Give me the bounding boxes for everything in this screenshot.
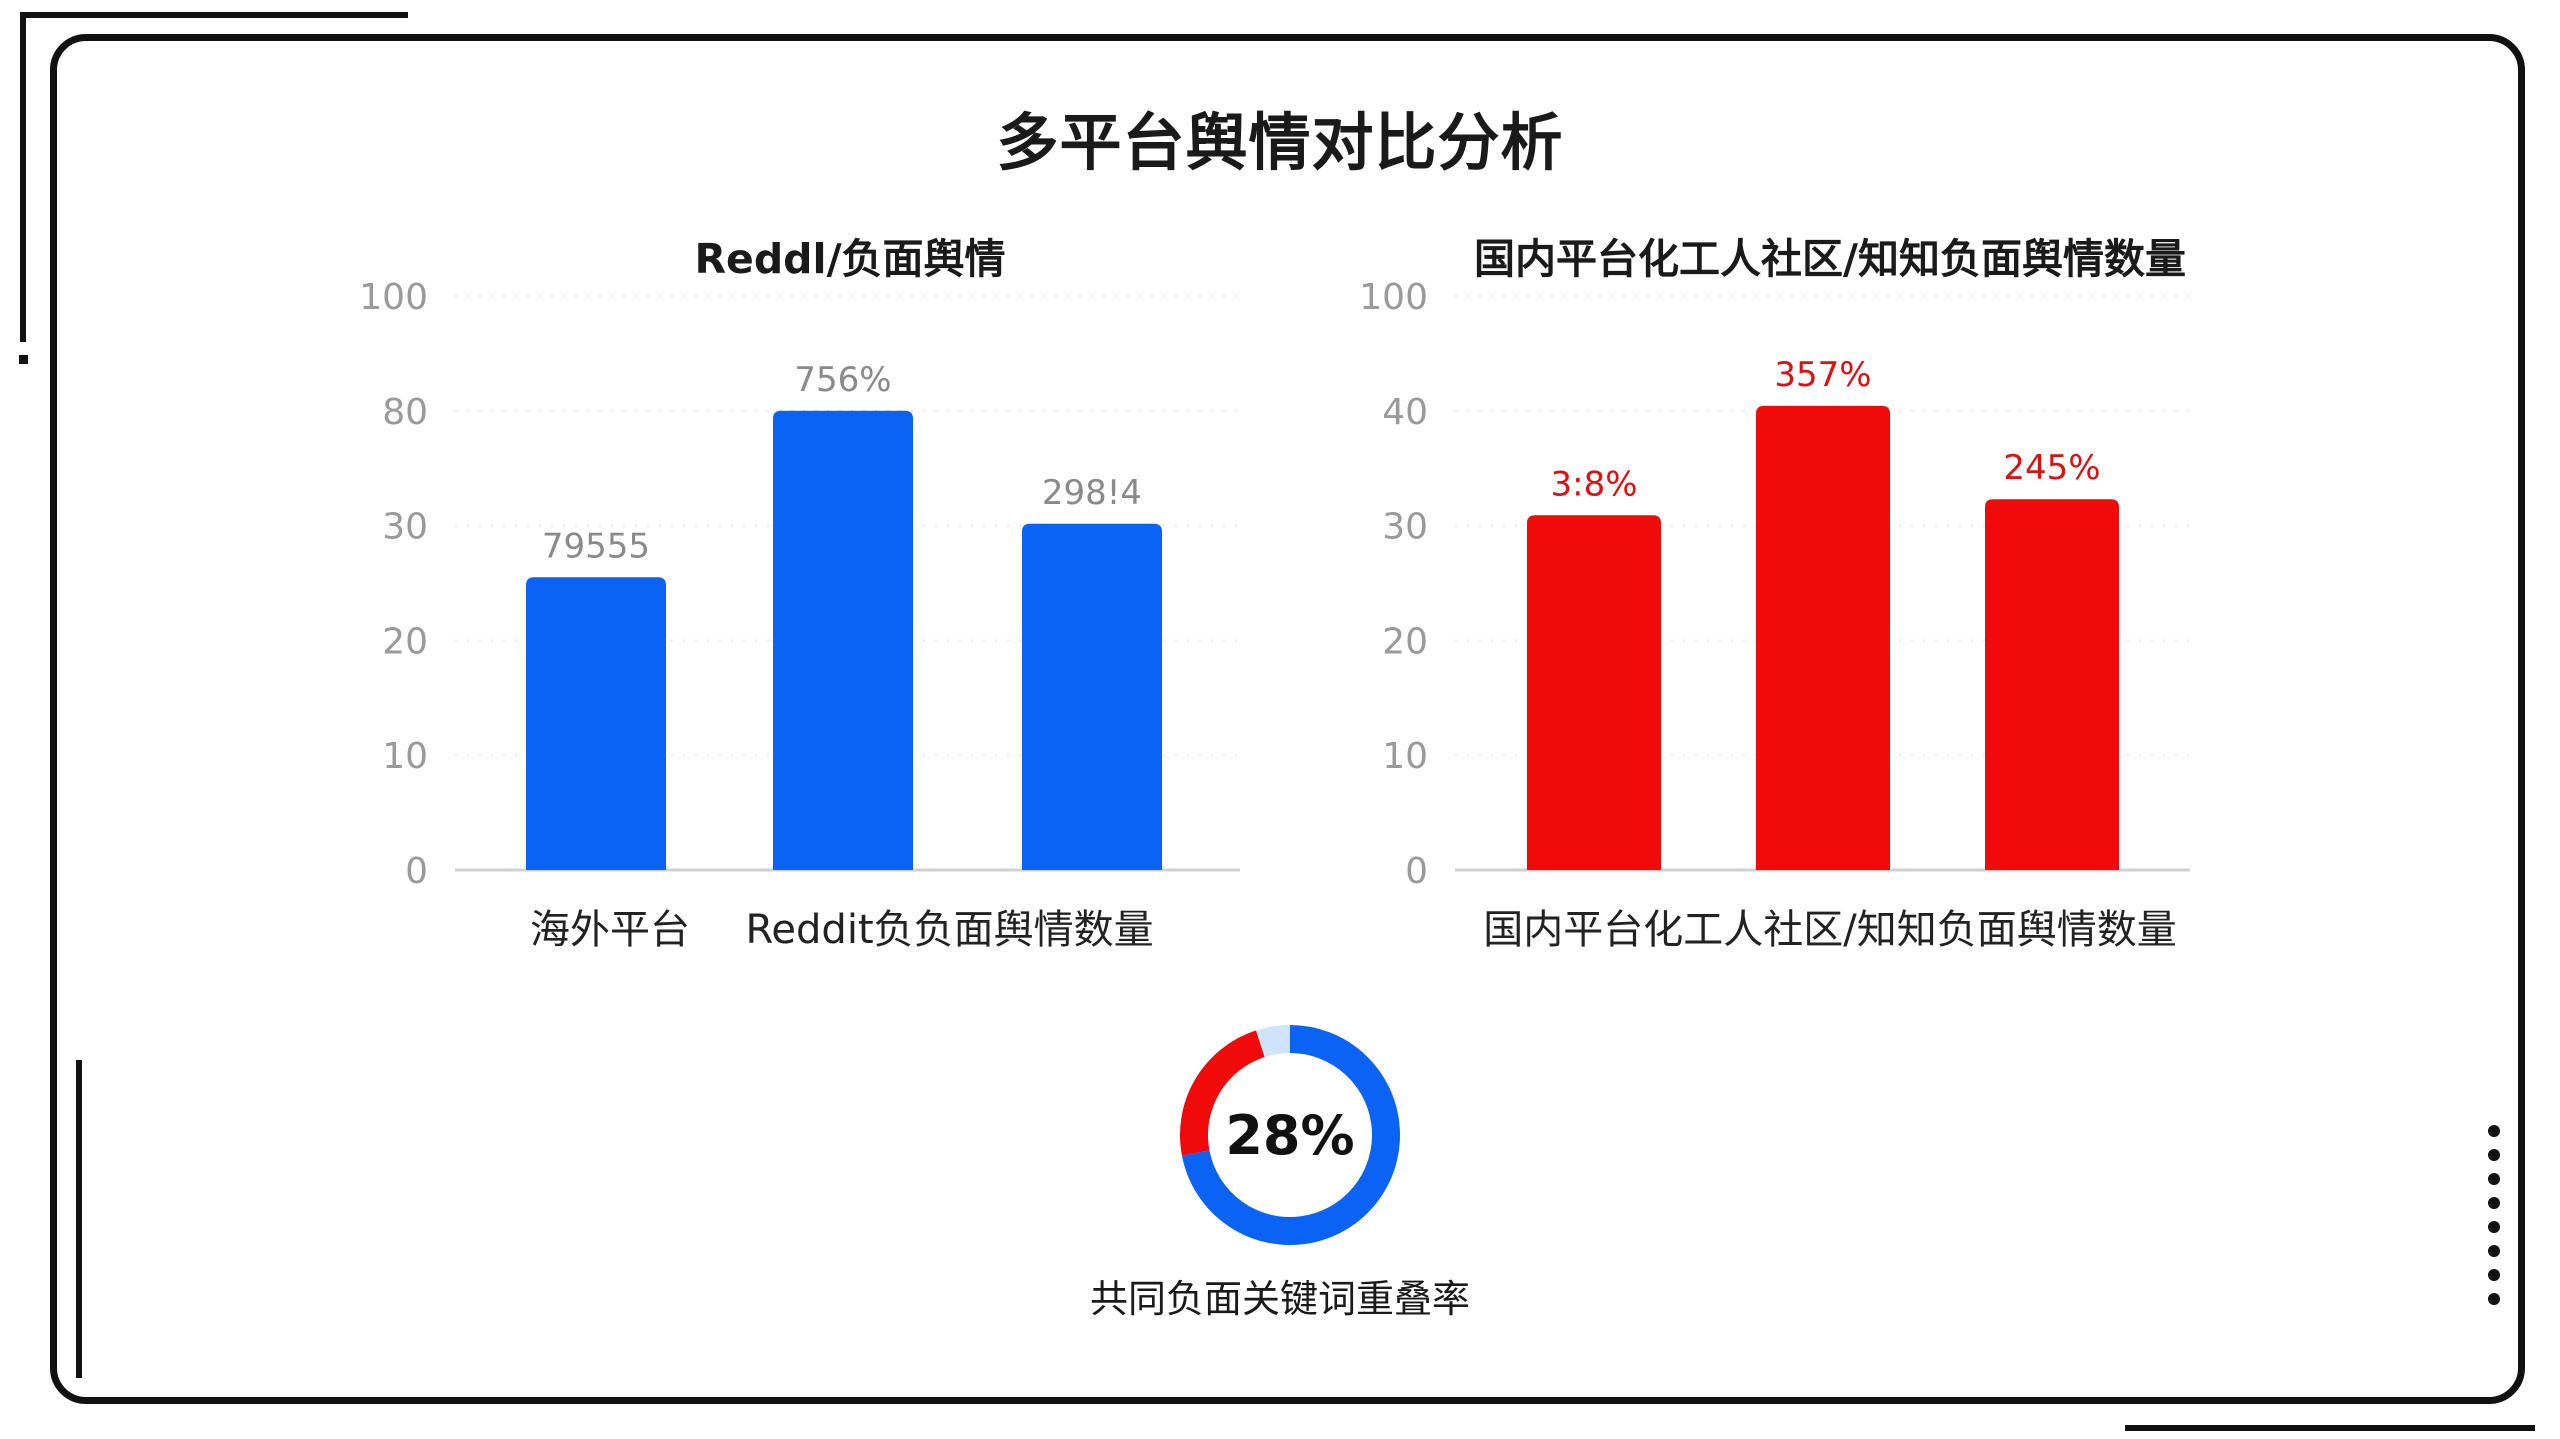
outer-frame <box>50 34 2525 1404</box>
donut-slice <box>1180 1030 1266 1156</box>
page-title: 多平台舆情对比分析 <box>996 106 1564 179</box>
bar <box>1022 523 1162 870</box>
y-tick-label: 100 <box>1359 277 1428 318</box>
bar <box>1756 405 1890 870</box>
y-tick-label: 0 <box>1405 851 1428 892</box>
bar-data-label: 298!4 <box>1042 473 1142 513</box>
bar <box>773 410 913 870</box>
left-bar-chart: 0 10 20 30 80 100 79555 756% 298!4 <box>359 277 1240 892</box>
y-tick-label: 0 <box>405 851 428 892</box>
overlap-donut: 28% <box>1175 1020 1405 1250</box>
decor-line-top-left <box>20 12 408 18</box>
donut-slice <box>1181 1025 1400 1245</box>
x-label-overseas: 海外平台 <box>530 907 690 953</box>
decor-dot-left <box>19 355 28 364</box>
bar-data-label: 357% <box>1774 355 1871 395</box>
y-tick-label: 100 <box>359 277 428 318</box>
y-tick-label: 10 <box>1382 736 1428 777</box>
y-tick-label: 30 <box>382 507 428 548</box>
donut-caption: 共同负面关键词重叠率 <box>1089 1277 1470 1321</box>
bar-data-label: 756% <box>794 360 891 400</box>
bar-data-label: 3:8% <box>1550 464 1637 504</box>
y-tick-label: 20 <box>1382 621 1428 662</box>
y-tick-label: 30 <box>1382 507 1428 548</box>
left-x-labels: 海外平台 Reddit负负面舆情数量 <box>530 897 1154 955</box>
decor-line-bottom-right <box>2125 1425 2535 1431</box>
y-tick-label: 40 <box>1382 392 1428 433</box>
y-tick-label: 80 <box>382 392 428 433</box>
bar-data-label: 79555 <box>542 526 650 566</box>
bar <box>526 577 666 870</box>
right-x-labels: 国内平台化工人社区/知知负面舆情数量 <box>1470 897 2190 955</box>
x-label-domestic: 国内平台化工人社区/知知负面舆情数量 <box>1483 907 2177 953</box>
x-label-reddit: Reddit负负面舆情数量 <box>745 907 1154 953</box>
donut-center-label: 28% <box>1225 1103 1355 1167</box>
right-chart-title: 国内平台化工人社区/知知负面舆情数量 <box>1474 235 2186 283</box>
y-tick-label: 20 <box>382 621 428 662</box>
bar-data-label: 245% <box>2003 448 2100 488</box>
decor-line-left <box>20 12 26 342</box>
decor-dots <box>2488 1125 2502 1317</box>
bar <box>1527 515 1661 870</box>
decor-line-left-bottom <box>76 1060 82 1378</box>
left-chart-title: Reddl/负面舆情 <box>694 235 1006 283</box>
donut-slice <box>1256 1025 1291 1058</box>
y-tick-label: 10 <box>382 736 428 777</box>
bar <box>1985 499 2119 870</box>
right-bar-chart: 0 10 20 30 40 100 3:8% 357% 245% <box>1359 277 2190 892</box>
